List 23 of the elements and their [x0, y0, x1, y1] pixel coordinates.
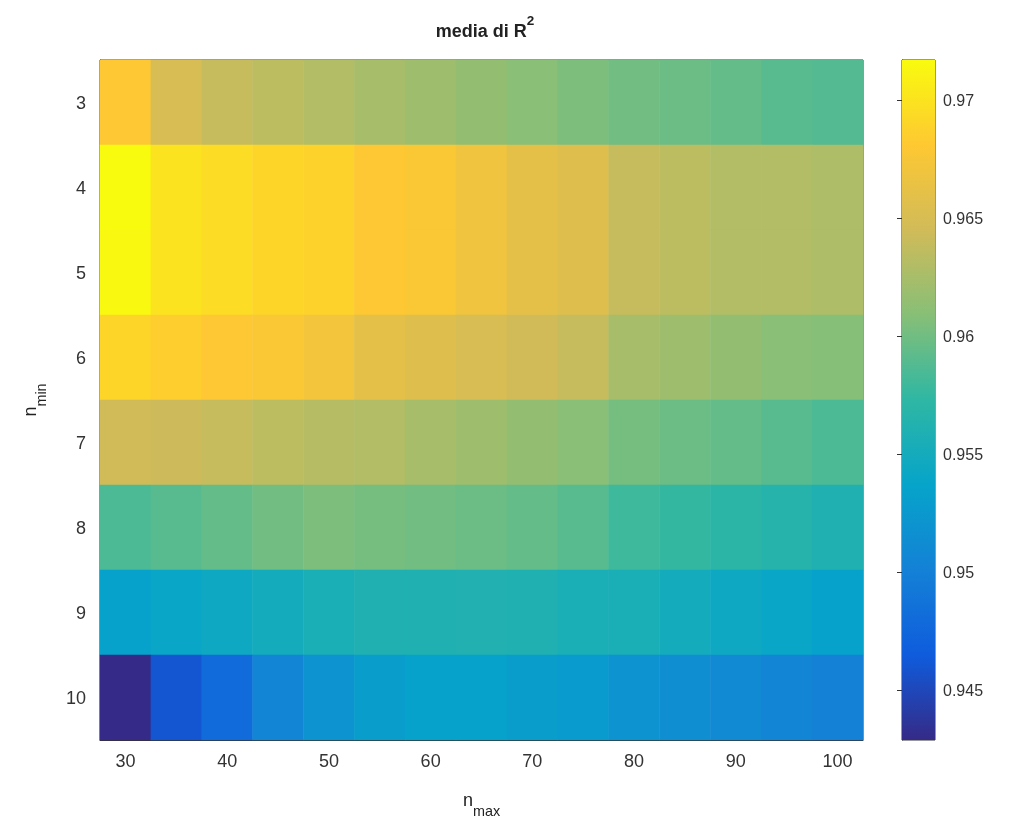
x-tick-label: 70 [522, 751, 543, 771]
color-bar-label: 0.965 [943, 209, 984, 227]
y-tick-label: 8 [75, 517, 86, 538]
y-tick-label: 3 [75, 92, 86, 113]
y-tick-label: 6 [75, 347, 86, 368]
y-tick-label: 4 [75, 177, 86, 198]
x-tick-label: 90 [725, 751, 746, 771]
x-tick-label: 100 [822, 751, 853, 771]
x-tick-label: 50 [318, 751, 339, 771]
y-tick-label: 10 [65, 687, 86, 708]
color-bar-label: 0.97 [943, 91, 975, 109]
color-bar-label: 0.955 [943, 445, 984, 463]
y-tick-label: 9 [75, 602, 86, 623]
y-axis-title: nmin [20, 383, 49, 417]
x-tick-label: 40 [217, 751, 238, 771]
x-tick-label: 80 [624, 751, 645, 771]
y-tick-label: 5 [75, 262, 86, 283]
color-bar-label: 0.96 [943, 327, 975, 345]
y-tick-label: 7 [75, 432, 86, 453]
color-bar-label: 0.945 [943, 681, 984, 699]
x-tick-label: 60 [420, 751, 441, 771]
color-bar-label: 0.95 [943, 563, 975, 581]
x-tick-label: 30 [115, 751, 136, 771]
